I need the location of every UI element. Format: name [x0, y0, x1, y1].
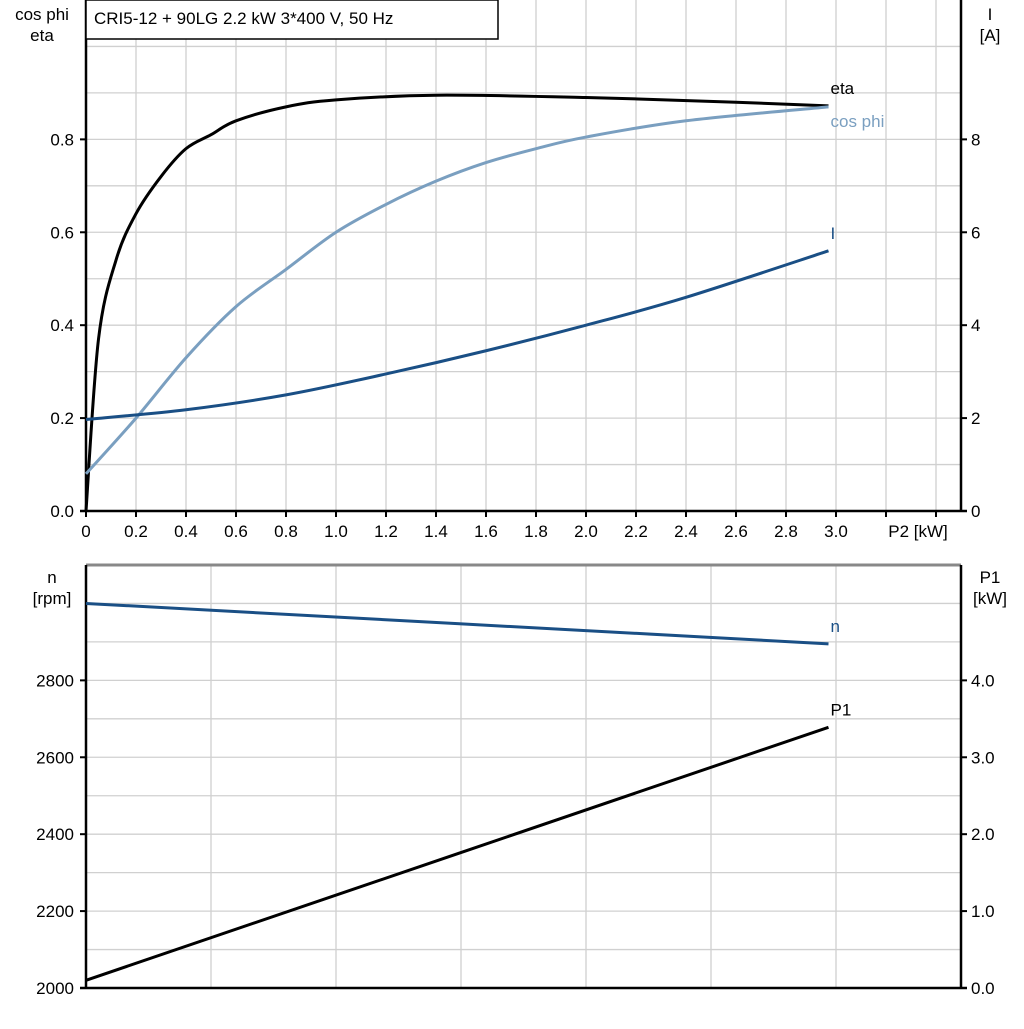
- y-right-tick-label: 2.0: [971, 825, 995, 844]
- y-left-tick-label: 2600: [36, 748, 74, 767]
- x-tick-label: 1.6: [474, 522, 498, 541]
- x-tick-label: 0.8: [274, 522, 298, 541]
- x-tick-label: 0.2: [124, 522, 148, 541]
- y-left-tick-label: 2800: [36, 671, 74, 690]
- series-label: eta: [831, 79, 855, 98]
- y-left-tick-label: 2400: [36, 825, 74, 844]
- y-right-axis-label: [A]: [980, 26, 1001, 45]
- y-right-axis-label: I: [988, 5, 993, 24]
- y-left-tick-label: 0.0: [50, 502, 74, 521]
- x-tick-label: 1.4: [424, 522, 448, 541]
- y-right-tick-label: 0.0: [971, 979, 995, 998]
- y-left-axis-label: [rpm]: [33, 589, 72, 608]
- y-right-tick-label: 0: [971, 502, 980, 521]
- y-left-tick-label: 0.8: [50, 130, 74, 149]
- x-tick-label: 0.6: [224, 522, 248, 541]
- series-label: cos phi: [831, 112, 885, 131]
- y-right-tick-label: 6: [971, 223, 980, 242]
- y-left-tick-label: 2200: [36, 902, 74, 921]
- series-line-i: [85, 249, 829, 421]
- y-right-tick-label: 2: [971, 409, 980, 428]
- series-label: P1: [831, 700, 852, 719]
- series-line-eta: [84, 93, 829, 512]
- x-tick-label: 2.4: [674, 522, 698, 541]
- y-left-tick-label: 0.2: [50, 409, 74, 428]
- x-axis-label: P2 [kW]: [888, 522, 948, 541]
- y-left-axis-label: eta: [30, 26, 54, 45]
- chart-title: CRI5-12 + 90LG 2.2 kW 3*400 V, 50 Hz: [94, 9, 393, 28]
- y-left-tick-label: 0.4: [50, 316, 74, 335]
- series-line-n: [85, 601, 829, 646]
- y-right-axis-label: [kW]: [973, 589, 1007, 608]
- x-tick-label: 2.6: [724, 522, 748, 541]
- series-label: n: [831, 617, 840, 636]
- y-right-tick-label: 3.0: [971, 748, 995, 767]
- x-tick-label: 2.0: [574, 522, 598, 541]
- y-right-tick-label: 4.0: [971, 671, 995, 690]
- panel-2: 2000 2200 2400 2600 2800 0.0 1.0 2.0 3.0 4.0 n [rpm…: [33, 563, 1007, 998]
- y-left-tick-label: 2000: [36, 979, 74, 998]
- x-tick-label: 1.0: [324, 522, 348, 541]
- series-label: I: [831, 224, 836, 243]
- y-right-tick-label: 4: [971, 316, 980, 335]
- y-left-axis-label: n: [47, 568, 56, 587]
- x-tick-label: 3.0: [824, 522, 848, 541]
- y-right-axis-label: P1: [980, 568, 1001, 587]
- y-right-tick-label: 8: [971, 130, 980, 149]
- panel-1: 0.0 0.2 0.4 0.6 0.8 0 2 4 6 8 cos phi eta I [A] 0 0.2 0.…: [15, 0, 1000, 541]
- y-left-axis-label: cos phi: [15, 5, 69, 24]
- x-tick-label: 0: [81, 522, 90, 541]
- x-tick-label: 1.8: [524, 522, 548, 541]
- series-line-cos-phi: [84, 105, 829, 475]
- y-left-tick-label: 0.6: [50, 223, 74, 242]
- x-tick-label: 1.2: [374, 522, 398, 541]
- title-box: [85, 0, 499, 40]
- y-right-tick-label: 1.0: [971, 902, 995, 921]
- x-tick-label: 2.8: [774, 522, 798, 541]
- x-tick-label: 0.4: [174, 522, 198, 541]
- x-tick-label: 2.2: [624, 522, 648, 541]
- series-line-p1: [85, 725, 829, 982]
